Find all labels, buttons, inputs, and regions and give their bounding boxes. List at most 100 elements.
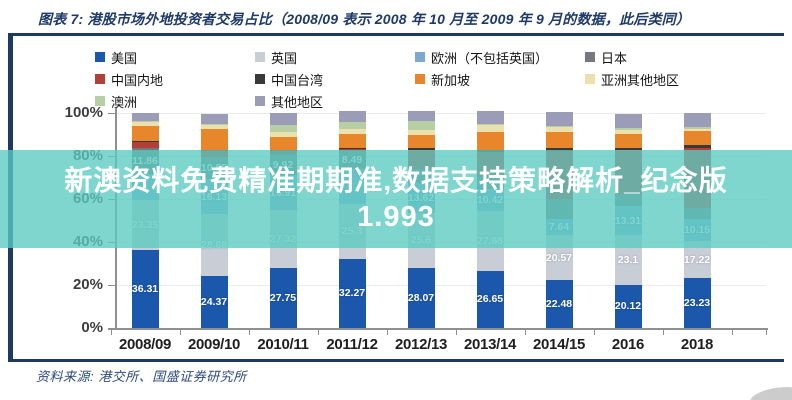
bar-segment-澳洲	[545, 125, 573, 127]
x-axis-label: 2011/12	[326, 336, 378, 353]
x-axis-tick	[524, 329, 526, 335]
bar-segment-澳洲	[338, 121, 366, 130]
legend-swatch	[585, 74, 595, 84]
bar-segment-新加坡	[476, 131, 504, 150]
segment-value-label: 26.65	[476, 293, 504, 306]
bar-segment-新加坡	[407, 135, 435, 149]
legend-swatch	[255, 96, 265, 106]
x-axis-tick	[731, 329, 733, 335]
bar-segment-中国台湾	[614, 147, 642, 150]
segment-value-label: 22.48	[545, 297, 573, 310]
y-axis-label: 20%	[72, 276, 103, 293]
bar-segment-新加坡	[545, 132, 573, 149]
legend-swatch	[95, 74, 105, 84]
segment-value-label: 27.75	[269, 292, 297, 305]
x-axis-label: 2018	[680, 336, 714, 353]
bar-segment-美国: 24.37	[200, 275, 228, 328]
legend-swatch	[95, 96, 105, 106]
bar-segment-其他地区	[269, 112, 297, 125]
legend-label: 新加坡	[431, 72, 471, 88]
bar-segment-美国: 23.23	[683, 278, 711, 328]
legend-label: 日本	[601, 50, 628, 66]
bar-segment-中国台湾	[407, 148, 435, 151]
legend-item-欧洲（不包括英国）: 欧洲（不包括英国）	[415, 50, 549, 66]
bar-segment-美国: 27.75	[269, 268, 297, 328]
y-axis-label: 100%	[64, 104, 103, 121]
x-axis-tick	[317, 329, 319, 335]
x-axis-tick	[248, 329, 250, 335]
x-axis-label: 2010/11	[257, 336, 309, 353]
bar-segment-亚洲其他地区	[269, 131, 297, 137]
bar-segment-澳洲	[269, 124, 297, 132]
bar-segment-新加坡	[614, 133, 642, 148]
bar-segment-亚洲其他地区	[131, 121, 159, 126]
bar-segment-其他地区	[407, 111, 435, 122]
segment-value-label: 32.27	[338, 287, 366, 300]
bar-segment-美国: 28.07	[407, 267, 435, 328]
gridline	[116, 285, 766, 286]
legend-label: 美国	[111, 50, 138, 66]
bar-segment-中国内地	[338, 147, 366, 151]
x-axis-tick	[110, 329, 112, 335]
y-axis-label: 0%	[81, 319, 103, 336]
figure-title: 图表 7: 港股市场外地投资者交易占比（2008/09 表示 2008 年 10…	[38, 11, 691, 27]
x-axis-tick	[662, 329, 664, 335]
x-axis-label: 2016	[611, 336, 645, 353]
bar-segment-美国: 36.31	[131, 249, 159, 328]
bar-segment-澳洲	[683, 127, 711, 129]
segment-value-label: 23.1	[617, 253, 639, 266]
bar-segment-新加坡	[338, 133, 366, 148]
bar-segment-新加坡	[200, 129, 228, 151]
legend-swatch	[415, 74, 425, 84]
bar-segment-中国台湾	[131, 140, 159, 142]
segment-value-label: 20.57	[545, 251, 573, 264]
bar-segment-新加坡	[683, 131, 711, 146]
segment-value-label: 23.23	[683, 297, 711, 310]
segment-value-label: 17.22	[683, 253, 711, 266]
bar-segment-其他地区	[200, 113, 228, 125]
bar-segment-亚洲其他地区	[614, 129, 642, 134]
segment-value-label: 20.12	[614, 300, 642, 313]
legend-swatch	[255, 52, 265, 62]
segment-value-label: 28.07	[407, 291, 435, 304]
bottom-rule	[8, 359, 784, 362]
legend-item-其他地区: 其他地区	[255, 94, 324, 110]
bar-segment-亚洲其他地区	[545, 126, 573, 133]
bar-segment-亚洲其他地区	[200, 125, 228, 130]
bar-segment-其他地区	[683, 113, 711, 128]
legend-item-澳洲: 澳洲	[95, 94, 137, 110]
legend-swatch	[585, 52, 595, 62]
bar-segment-其他地区	[614, 113, 642, 128]
gridline	[116, 113, 766, 114]
legend-label: 欧洲（不包括英国）	[431, 50, 549, 66]
x-axis-tick	[593, 329, 595, 335]
bar-segment-其他地区	[338, 111, 366, 122]
legend-label: 亚洲其他地区	[601, 72, 680, 88]
legend-item-英国: 英国	[255, 50, 298, 66]
legend-label: 其他地区	[271, 94, 324, 110]
bar-segment-亚洲其他地区	[338, 129, 366, 134]
legend-item-美国: 美国	[95, 50, 138, 66]
bar-segment-其他地区	[545, 111, 573, 126]
legend-item-中国台湾: 中国台湾	[255, 72, 323, 88]
bar-segment-澳洲	[476, 123, 504, 125]
legend-item-新加坡: 新加坡	[415, 72, 471, 88]
legend-label: 英国	[271, 50, 298, 66]
bar-segment-美国: 22.48	[545, 279, 573, 328]
watermark-text-line2: 1.993	[357, 201, 435, 233]
bar-segment-亚洲其他地区	[476, 124, 504, 132]
watermark-overlay: 新澳资料免费精准期期准,数据支持策略解析_纪念版 1.993	[0, 150, 792, 248]
legend-item-日本: 日本	[585, 50, 628, 66]
y-axis-tick	[108, 285, 115, 286]
x-axis-label: 2013/14	[463, 336, 517, 353]
bar-segment-澳洲	[131, 121, 159, 122]
x-axis-tick	[386, 329, 388, 335]
bar-segment-中国台湾	[683, 145, 711, 148]
x-axis-line	[108, 328, 768, 330]
legend-swatch	[95, 52, 105, 62]
x-axis-label: 2012/13	[394, 336, 448, 353]
bar-segment-澳洲	[200, 124, 228, 126]
bar-segment-其他地区	[131, 113, 159, 122]
bar-segment-澳洲	[407, 121, 435, 131]
x-axis-label: 2008/09	[118, 336, 172, 353]
